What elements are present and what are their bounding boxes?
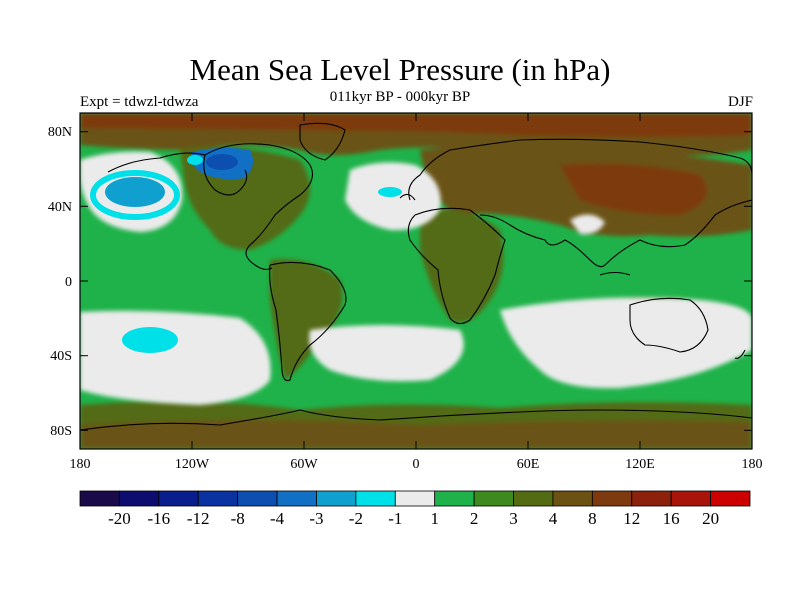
colorbar-label: -4 xyxy=(270,509,285,528)
x-tick-label-60e: 60E xyxy=(517,457,540,472)
colorbar-label: -3 xyxy=(309,509,323,528)
colorbar-swatch xyxy=(197,490,239,507)
north-pacific-cyan-ring xyxy=(90,170,180,220)
colorbar-swatch xyxy=(355,490,396,507)
season-label: DJF xyxy=(727,94,753,110)
colorbar-swatch xyxy=(316,490,357,507)
colorbar-swatch xyxy=(434,490,475,507)
colorbar-label: 12 xyxy=(623,509,640,528)
colorbar-swatch xyxy=(119,490,160,507)
colorbar-swatch xyxy=(158,490,199,507)
south-pacific-cyan xyxy=(122,327,178,353)
colorbar-swatch xyxy=(710,490,751,507)
colorbar-label: -2 xyxy=(349,509,363,528)
colorbar-label: 2 xyxy=(470,509,479,528)
north-atlantic-cyan xyxy=(378,187,402,197)
colorbar-label: 16 xyxy=(663,509,680,528)
colorbar: -20 -16 -12 -8 -4 -3 -2 -1 1 2 3 4 8 12 16 20 xyxy=(79,490,751,528)
colorbar-swatch xyxy=(552,490,593,507)
colorbar-label: 8 xyxy=(588,509,597,528)
colorbar-swatch xyxy=(79,490,120,507)
y-tick-label-40s: 40S xyxy=(50,349,72,364)
y-tick-label-80n: 80N xyxy=(48,125,72,140)
y-tick-label-40n: 40N xyxy=(48,200,72,215)
north-pacific-cyan-core xyxy=(105,177,165,207)
y-tick-label-80s: 80S xyxy=(50,424,72,439)
colorbar-swatch xyxy=(591,490,633,507)
axis-ticks xyxy=(80,113,752,449)
colorbar-swatch xyxy=(394,490,436,507)
colorbar-swatch xyxy=(473,490,514,507)
coastlines xyxy=(80,122,752,431)
colorbar-label: -1 xyxy=(388,509,402,528)
y-tick-label-0: 0 xyxy=(65,275,72,290)
experiment-label: Expt = tdwzl-tdwza xyxy=(80,94,199,110)
indian-ocean-white xyxy=(500,297,752,389)
x-tick-label-120e: 120E xyxy=(625,457,655,472)
south-atlantic-white xyxy=(309,325,464,382)
colorbar-label: 4 xyxy=(549,509,558,528)
colorbar-swatch xyxy=(513,490,554,507)
colorbar-label: -20 xyxy=(108,509,131,528)
colorbar-swatch xyxy=(631,490,672,507)
colorbar-label: 3 xyxy=(509,509,518,528)
map-subtitle: 011kyr BP - 000kyr BP xyxy=(329,89,471,105)
colorbar-label: -16 xyxy=(147,509,170,528)
colorbar-swatch xyxy=(670,490,711,507)
colorbar-label: -8 xyxy=(231,509,245,528)
south-pacific-white xyxy=(80,310,271,405)
colorbar-swatch xyxy=(276,490,317,507)
negative-anomalies xyxy=(90,147,402,353)
colorbar-label: 1 xyxy=(430,509,439,528)
x-tick-label-180e: 180 xyxy=(742,457,763,472)
colorbar-label: 20 xyxy=(702,509,719,528)
map-plot-area xyxy=(80,113,752,449)
map-title: Mean Sea Level Pressure (in hPa) xyxy=(189,52,611,87)
x-tick-label-180w: 180 xyxy=(70,457,91,472)
x-tick-label-0: 0 xyxy=(413,457,420,472)
colorbar-label: -12 xyxy=(187,509,210,528)
x-tick-label-60w: 60W xyxy=(290,457,318,472)
x-tick-label-120w: 120W xyxy=(175,457,210,472)
colorbar-swatch xyxy=(237,490,278,507)
